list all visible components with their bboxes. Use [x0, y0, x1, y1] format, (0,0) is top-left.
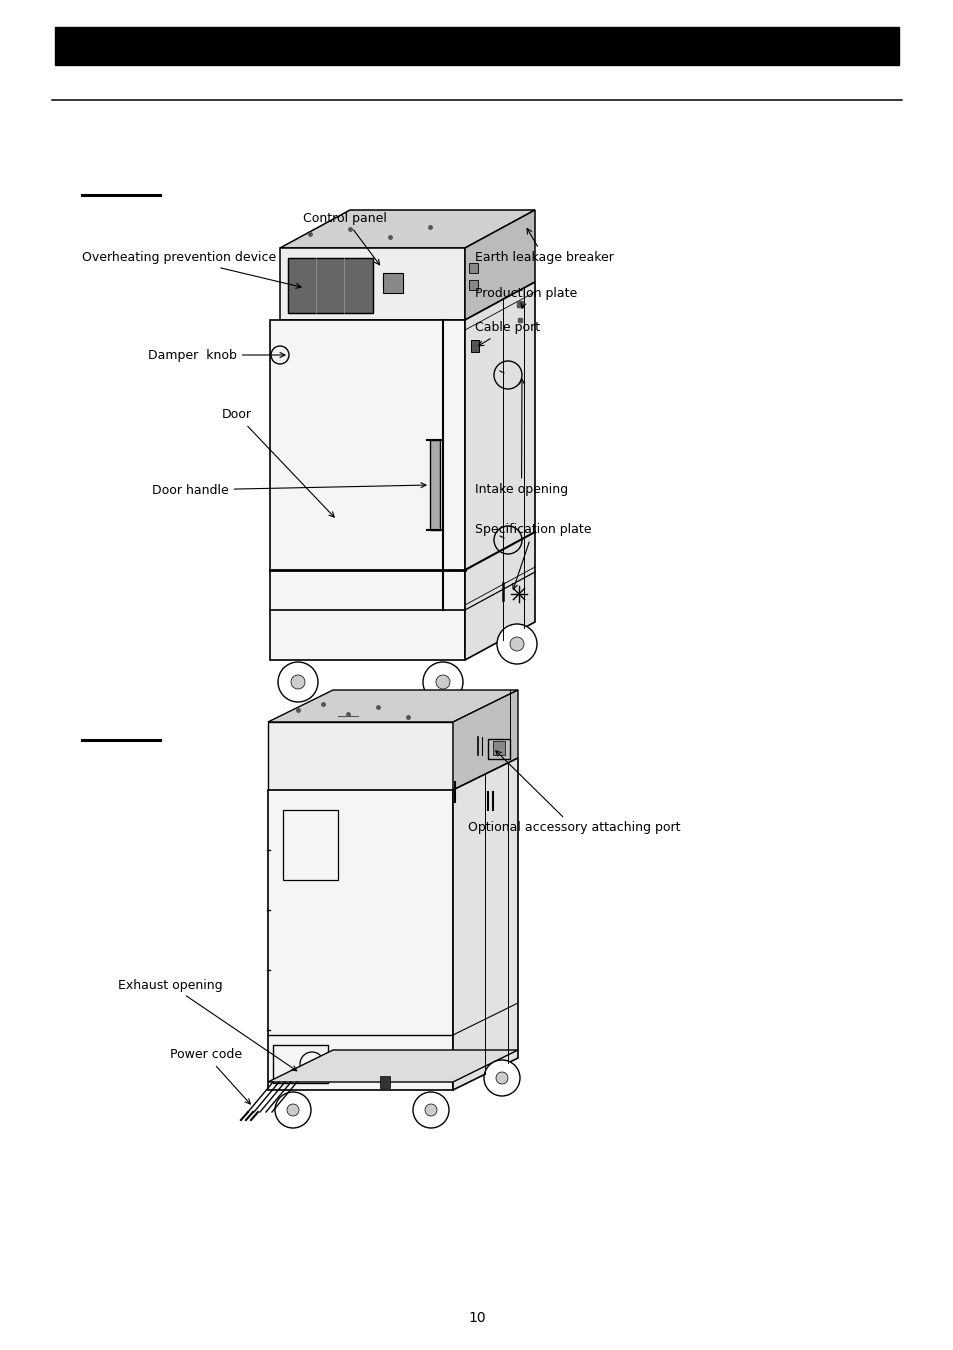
Bar — [273, 1045, 328, 1083]
Bar — [55, 27, 898, 65]
Circle shape — [483, 1060, 519, 1096]
Text: Production plate: Production plate — [475, 286, 577, 308]
Bar — [283, 810, 337, 880]
Circle shape — [287, 1104, 298, 1116]
Polygon shape — [268, 690, 517, 722]
Circle shape — [510, 637, 523, 651]
Polygon shape — [268, 1050, 517, 1081]
Text: Door handle: Door handle — [152, 483, 426, 497]
Text: Optional accessory attaching port: Optional accessory attaching port — [468, 751, 679, 834]
Bar — [382, 273, 402, 293]
Bar — [471, 340, 478, 352]
Polygon shape — [270, 320, 464, 660]
Circle shape — [436, 675, 450, 688]
Bar — [430, 440, 439, 531]
Polygon shape — [464, 282, 535, 660]
Polygon shape — [464, 211, 535, 320]
Text: Control panel: Control panel — [303, 212, 387, 265]
Bar — [469, 263, 477, 273]
Polygon shape — [280, 211, 535, 248]
Text: Earth leakage breaker: Earth leakage breaker — [475, 228, 613, 265]
Bar — [288, 258, 373, 313]
Circle shape — [413, 1092, 449, 1129]
Bar — [379, 1076, 390, 1088]
Text: Exhaust opening: Exhaust opening — [118, 979, 296, 1071]
Polygon shape — [280, 248, 464, 320]
Text: Cable port: Cable port — [475, 321, 539, 346]
Circle shape — [277, 662, 317, 702]
Bar — [493, 741, 504, 755]
Circle shape — [274, 1092, 311, 1129]
Text: Damper  knob: Damper knob — [148, 348, 285, 362]
Text: Overheating prevention device: Overheating prevention device — [82, 251, 301, 289]
Text: Power code: Power code — [170, 1049, 250, 1104]
Circle shape — [496, 1072, 507, 1084]
Polygon shape — [268, 722, 453, 790]
Text: Door: Door — [222, 409, 334, 517]
Circle shape — [424, 1104, 436, 1116]
Text: Specification plate: Specification plate — [475, 524, 591, 589]
Bar — [288, 258, 373, 313]
Polygon shape — [453, 757, 517, 1089]
Circle shape — [422, 662, 462, 702]
Circle shape — [291, 675, 305, 688]
Polygon shape — [268, 790, 453, 1089]
Text: 10: 10 — [468, 1311, 485, 1324]
Bar — [469, 279, 477, 290]
Text: Intake opening: Intake opening — [475, 379, 568, 497]
Polygon shape — [453, 690, 517, 790]
Circle shape — [497, 624, 537, 664]
Bar — [488, 738, 510, 759]
